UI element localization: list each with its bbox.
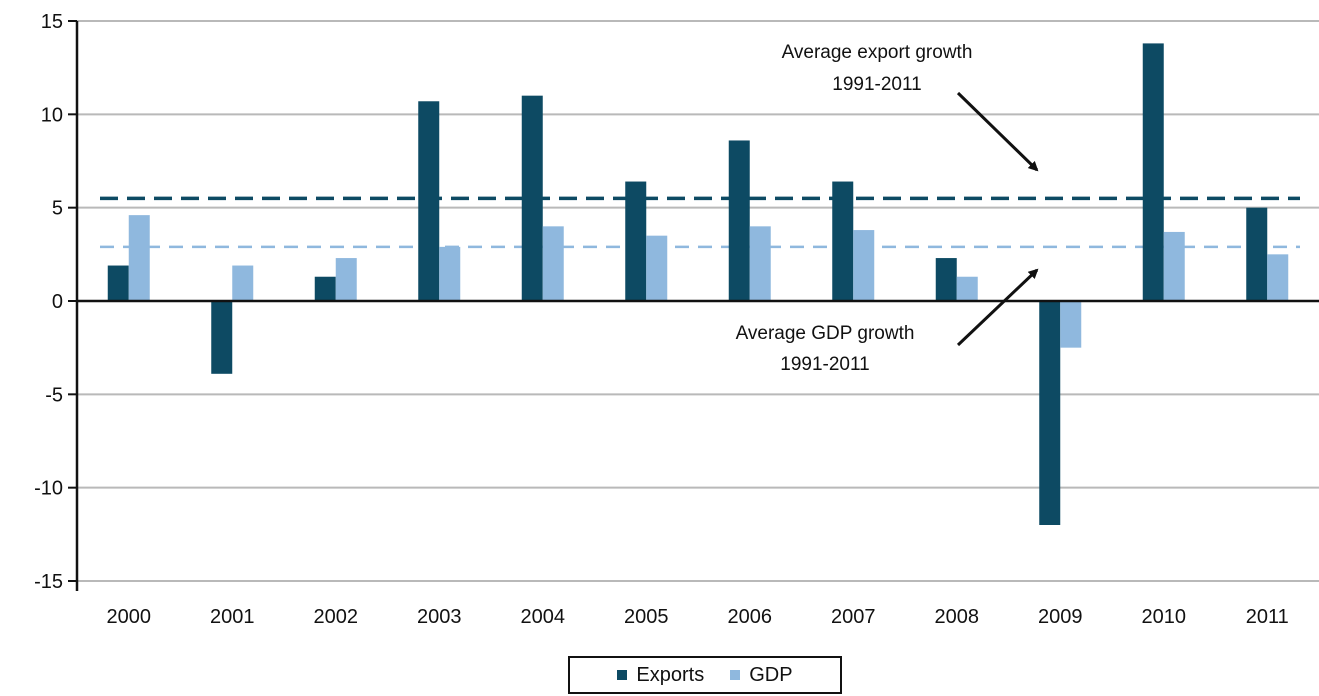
bar-gdp-2003	[439, 246, 461, 301]
x-tick-label: 2011	[1246, 606, 1289, 628]
bar-exports-2003	[418, 101, 440, 302]
bar-gdp-2000	[128, 215, 150, 301]
bar-exports-2002	[314, 276, 336, 301]
x-tick-label: 2005	[624, 606, 669, 628]
y-tick-label: 15	[41, 11, 63, 33]
legend: Exports GDP	[568, 656, 842, 694]
x-tick-label: 2002	[314, 606, 359, 628]
bar-exports-2000	[107, 265, 129, 301]
bar-exports-2007	[832, 181, 854, 301]
y-tick-label: -15	[34, 571, 63, 593]
bar-exports-2004	[521, 95, 543, 302]
legend-label-exports: Exports	[636, 663, 705, 686]
y-tick-label: 5	[52, 198, 63, 220]
legend-swatch-exports	[617, 670, 628, 680]
bar-exports-2005	[625, 181, 647, 301]
bar-gdp-2010	[1163, 231, 1185, 301]
annotation-export-line2: 1991-2011	[832, 74, 921, 95]
bar-gdp-2002	[335, 258, 357, 301]
x-tick-label: 2009	[1038, 606, 1083, 628]
bar-gdp-2006	[749, 226, 771, 301]
bar-exports-2009	[1039, 301, 1061, 525]
x-tick-label: 2008	[935, 606, 980, 628]
bar-gdp-2005	[646, 235, 668, 301]
bar-exports-2006	[728, 140, 750, 301]
x-tick-label: 2003	[417, 606, 462, 628]
y-tick-label: -10	[34, 478, 63, 500]
x-tick-label: 2010	[1142, 606, 1187, 628]
y-tick-label: 0	[52, 291, 63, 313]
x-tick-label: 2000	[107, 606, 152, 628]
annotation-gdp-line2: 1991-2011	[780, 354, 869, 375]
x-tick-label: 2004	[521, 606, 566, 628]
bar-gdp-2008	[956, 276, 978, 301]
x-tick-label: 2006	[728, 606, 773, 628]
bar-exports-2001	[211, 301, 233, 374]
bar-exports-2010	[1142, 43, 1164, 302]
annotation-export-arrow	[956, 91, 1039, 172]
bar-exports-2008	[935, 258, 957, 301]
x-tick-label: 2001	[210, 606, 255, 628]
y-tick-label: 10	[41, 104, 63, 126]
bar-gdp-2001	[232, 265, 254, 301]
bar-gdp-2011	[1267, 254, 1289, 301]
annotation-export-line1: Average export growth	[782, 42, 973, 63]
legend-item-gdp: GDP	[730, 663, 793, 687]
annotation-gdp-line1: Average GDP growth	[736, 323, 915, 344]
x-tick-label: 2007	[831, 606, 876, 628]
y-tick-label: -5	[45, 384, 63, 406]
legend-swatch-gdp	[730, 670, 741, 680]
legend-label-gdp: GDP	[749, 663, 793, 686]
legend-item-exports: Exports	[617, 664, 704, 687]
bar-gdp-2009	[1060, 301, 1082, 348]
bar-gdp-2004	[542, 226, 564, 301]
annotation-gdp-arrow	[956, 268, 1039, 347]
bar-exports-2011	[1246, 207, 1268, 301]
bar-gdp-2007	[853, 230, 875, 301]
